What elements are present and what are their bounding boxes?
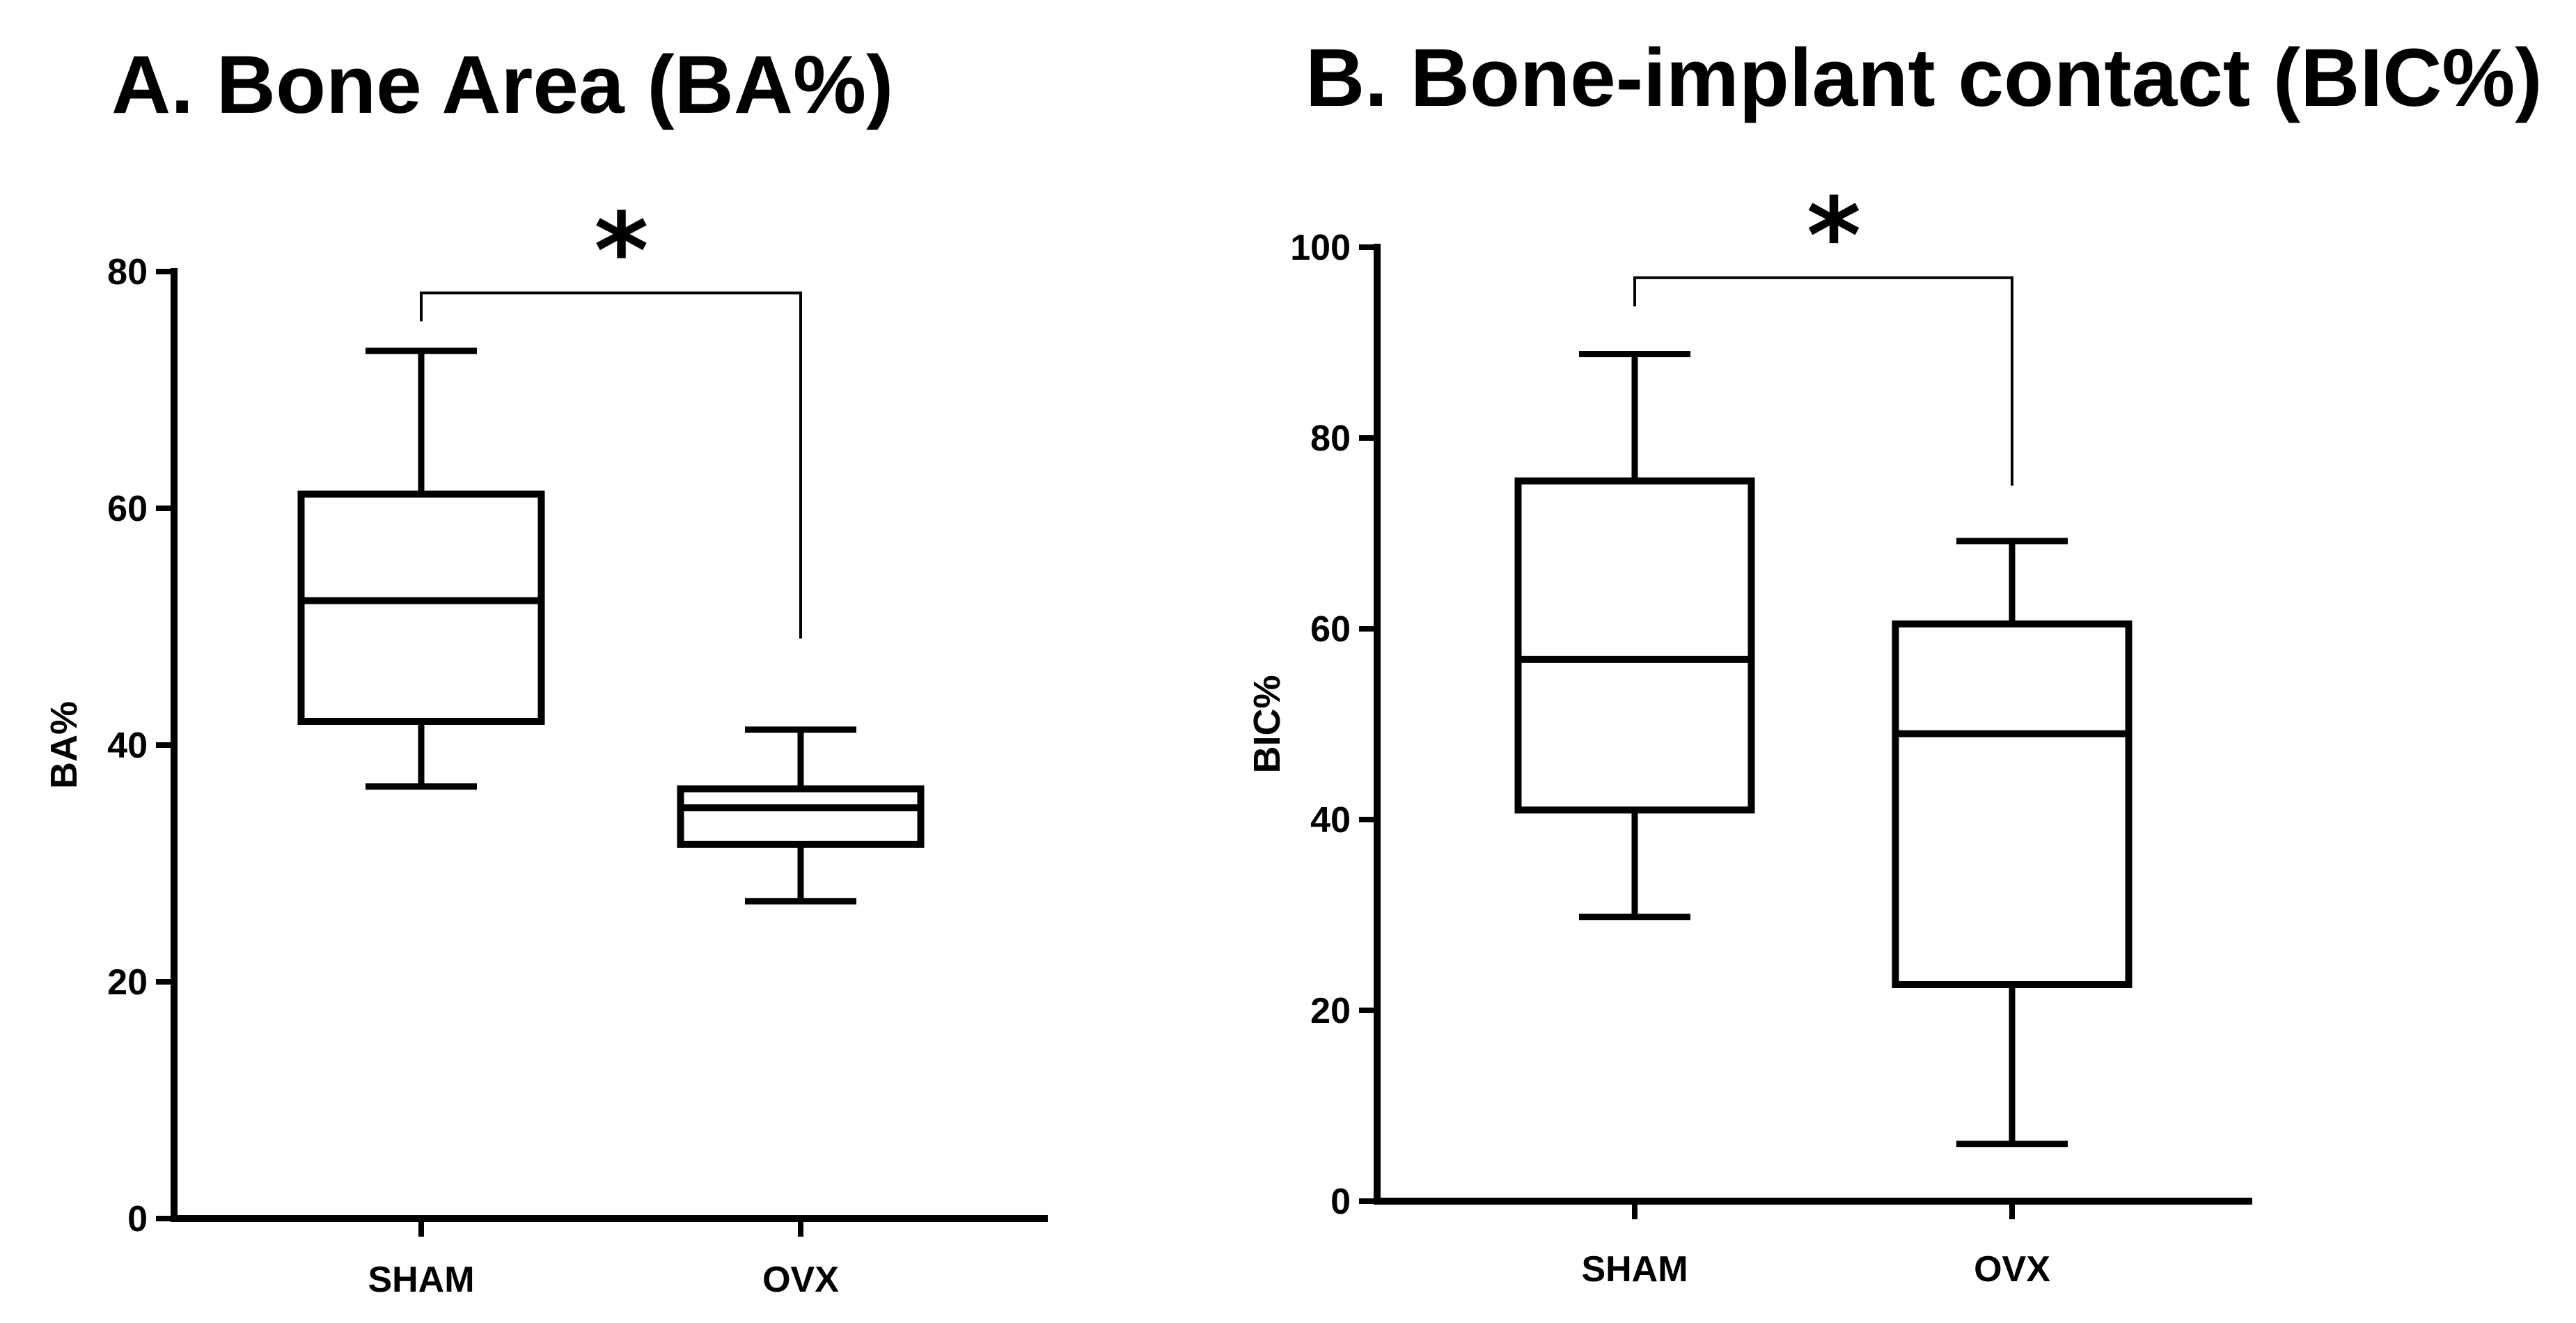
box-ovx — [1892, 620, 2133, 989]
y-tick-label: 80 — [1310, 418, 1351, 459]
box-sham — [1514, 477, 1755, 814]
x-tick-label: OVX — [762, 1260, 839, 1300]
significance-bracket — [420, 291, 802, 639]
y-axis-label: BIC% — [1246, 675, 1288, 773]
chart-title: B. Bone-implant contact (BIC%) — [1305, 32, 2543, 124]
x-tick-label: SHAM — [368, 1260, 474, 1300]
y-tick-label: 20 — [1310, 991, 1351, 1031]
y-tick-label: 60 — [1310, 609, 1351, 650]
x-tick-label: OVX — [1974, 1249, 2050, 1290]
significance-bracket — [1633, 276, 2013, 486]
y-tick-label: 40 — [107, 726, 148, 766]
significance-star: * — [594, 191, 648, 313]
x-tick-label: SHAM — [1581, 1249, 1688, 1290]
y-tick-label: 20 — [107, 962, 148, 1003]
y-tick-label: 40 — [1310, 800, 1351, 840]
panel-bone-area: A. Bone Area (BA%) 0 20 40 60 80 BA% SHAM OVX * — [43, 39, 1048, 1300]
y-tick-label: 60 — [107, 489, 148, 529]
y-tick-label: 100 — [1290, 228, 1351, 268]
y-axis-label: BA% — [43, 701, 85, 789]
box-sham — [297, 490, 545, 725]
y-tick-label: 0 — [1330, 1182, 1351, 1222]
panel-bone-implant-contact: B. Bone-implant contact (BIC%) 0 20 40 60 80 1… — [1246, 32, 2543, 1290]
significance-star: * — [1807, 176, 1861, 297]
y-tick-label: 80 — [107, 252, 148, 292]
chart-title: A. Bone Area (BA%) — [111, 39, 893, 131]
box-ovx — [677, 785, 925, 848]
y-tick-label: 0 — [127, 1199, 148, 1239]
